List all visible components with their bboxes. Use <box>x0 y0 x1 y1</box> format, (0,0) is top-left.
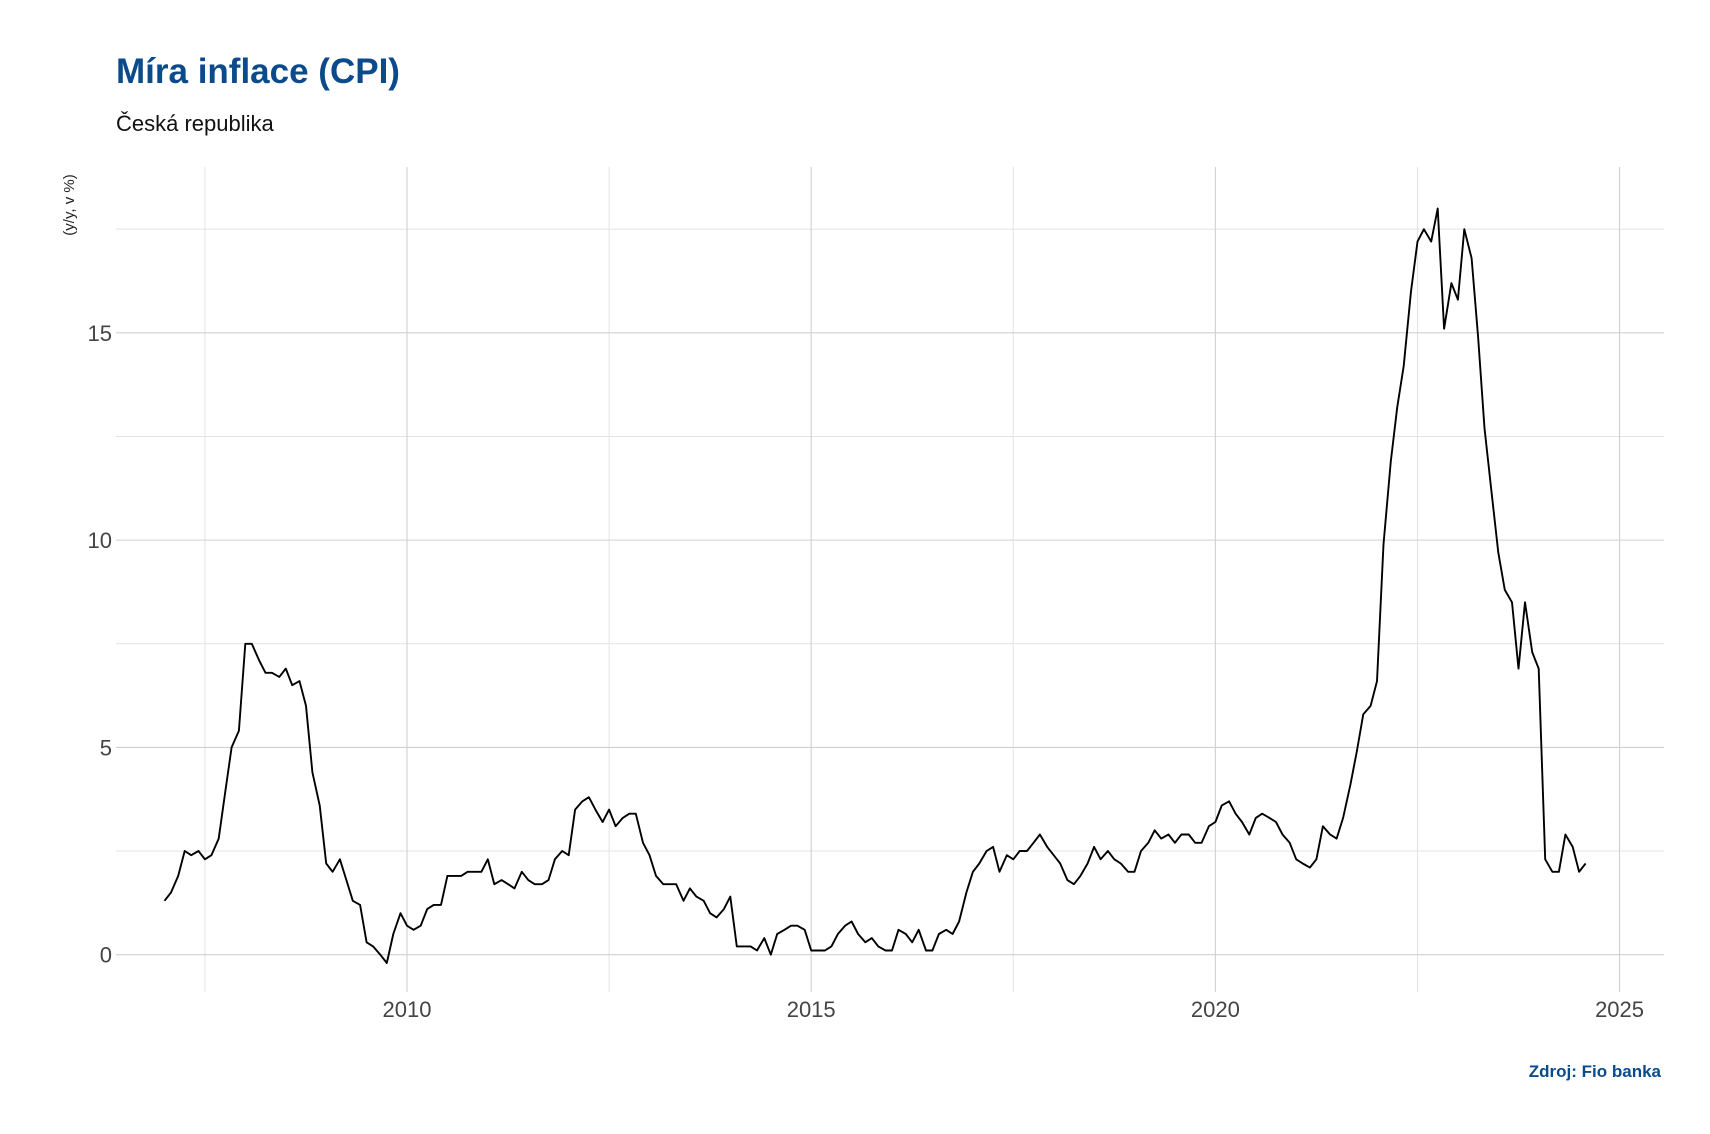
y-tick-label: 5 <box>100 735 112 760</box>
y-tick-label: 10 <box>88 528 112 553</box>
series-layer <box>163 207 1587 964</box>
x-tick-label: 2025 <box>1595 997 1644 1022</box>
x-tick-label: 2010 <box>383 997 432 1022</box>
chart-title: Míra inflace (CPI) <box>116 52 400 91</box>
x-tick-label: 2015 <box>787 997 836 1022</box>
y-axis-label: (y/y, v %) <box>61 174 78 235</box>
series-line-cpi <box>163 207 1587 964</box>
grid-lines <box>116 167 1664 992</box>
y-tick-label: 0 <box>100 943 112 968</box>
tick-labels: 2010 2015 2020 2025 0 5 10 15 <box>88 321 1645 1022</box>
source-note: Zdroj: Fio banka <box>1528 1062 1661 1081</box>
y-tick-label: 15 <box>88 321 112 346</box>
x-tick-label: 2020 <box>1191 997 1240 1022</box>
chart-subtitle: Česká republika <box>116 111 274 136</box>
